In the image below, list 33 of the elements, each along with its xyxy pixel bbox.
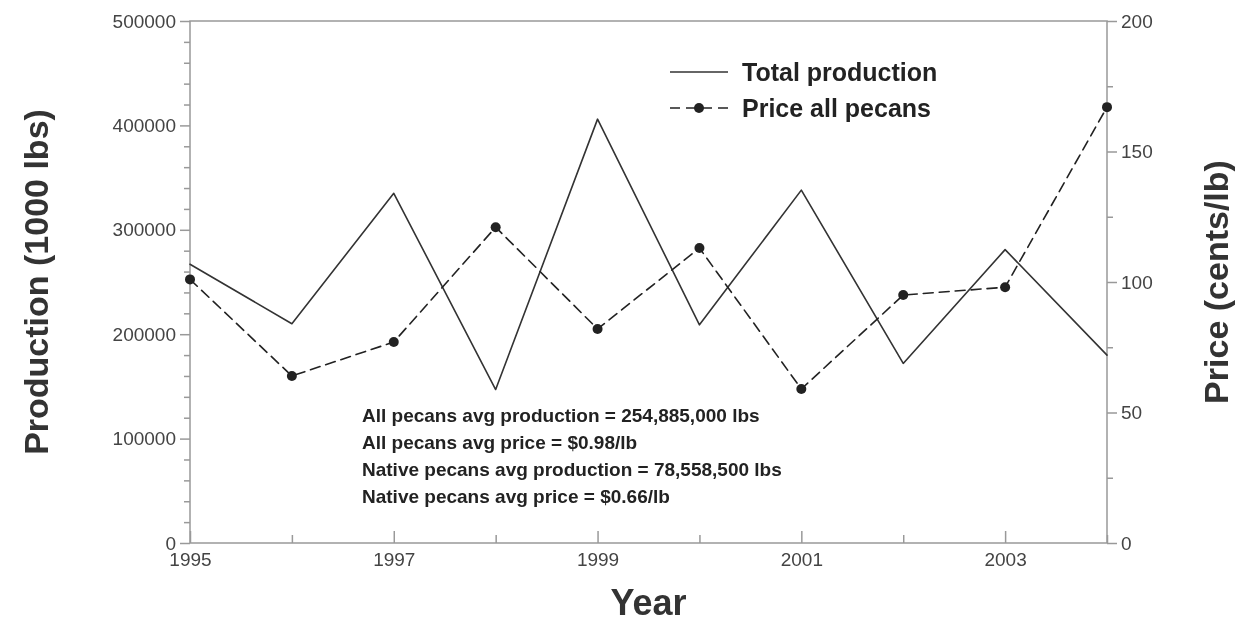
point (898, 290, 909, 301)
y-tick-label: 100000 (112, 428, 176, 450)
x-tick-label: 1999 (576, 549, 620, 571)
y2-tick-label: 150 (1121, 141, 1153, 163)
point (694, 243, 705, 254)
point (388, 337, 399, 348)
y-tick-label: 300000 (112, 219, 176, 241)
y2-axis-title: Price (cents/lb) (1197, 160, 1235, 404)
point (592, 323, 603, 334)
y-axis-title: Production (1000 lbs) (17, 109, 55, 455)
y-tick-label: 500000 (112, 10, 176, 32)
x-axis-title: Year (610, 582, 687, 623)
annotation: All pecans avg production = 254,885,000 lbs (362, 404, 760, 426)
legend-label: Total production (742, 57, 938, 86)
y2-tick-label: 50 (1121, 402, 1143, 424)
point (1000, 282, 1011, 293)
x-tick-label: 1997 (373, 549, 416, 571)
point (796, 384, 807, 395)
y-tick-label: 200000 (112, 323, 176, 345)
annotation: All pecans avg price = $0.98/lb (362, 431, 638, 453)
point (286, 370, 297, 381)
y-tick-label: 400000 (112, 114, 176, 136)
annotation: Native pecans avg price = $0.66/lb (362, 485, 670, 507)
y2-tick-label: 100 (1121, 271, 1153, 293)
x-tick-label: 2003 (984, 549, 1027, 571)
annotation: Native pecans avg production = 78,558,500 lbs (362, 458, 782, 480)
point (1102, 102, 1112, 113)
point (490, 222, 501, 233)
legend-label: Price all pecans (742, 93, 932, 122)
point (185, 274, 195, 285)
y2-tick-label: 200 (1121, 10, 1153, 32)
y2-tick-label: 0 (1121, 532, 1132, 554)
x-tick-label: 2001 (780, 549, 823, 571)
